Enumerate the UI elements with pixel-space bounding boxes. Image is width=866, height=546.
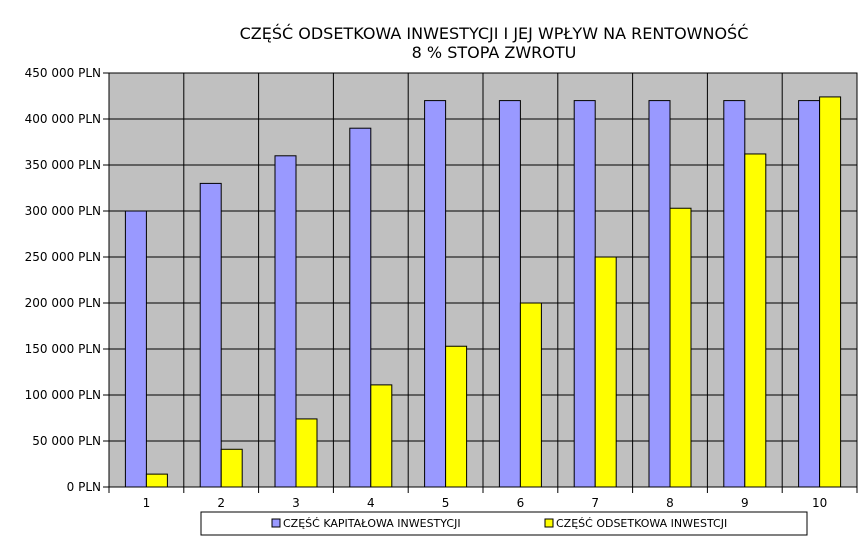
bar-odsetkowa — [145, 473, 168, 488]
x-tick-label: 9 — [741, 496, 749, 510]
y-tick-label: 200 000 PLN — [25, 296, 101, 310]
bar-odsetkowa — [744, 153, 767, 488]
plot-frame — [108, 72, 858, 488]
x-tick-label: 3 — [292, 496, 300, 510]
legend-label: CZĘŚĆ KAPITAŁOWA INWESTYCJI — [283, 517, 461, 530]
bar-kapitalowa — [199, 182, 222, 488]
x-tick-label: 5 — [442, 496, 450, 510]
bar-odsetkowa — [220, 448, 243, 488]
bar-kapitalowa — [498, 100, 521, 488]
bar-odsetkowa — [594, 256, 617, 488]
legend-swatch — [544, 518, 554, 528]
legend-box — [200, 511, 808, 536]
x-tick-label: 10 — [812, 496, 827, 510]
x-tick-label: 4 — [367, 496, 375, 510]
bar-odsetkowa — [370, 384, 393, 488]
y-tick-label: 300 000 PLN — [25, 204, 101, 218]
bar-kapitalowa — [124, 210, 147, 488]
y-tick-label: 450 000 PLN — [25, 66, 101, 80]
x-tick-label: 1 — [143, 496, 151, 510]
bar-kapitalowa — [274, 155, 297, 488]
bar-odsetkowa — [519, 302, 542, 488]
bar-kapitalowa — [723, 100, 746, 488]
y-tick-label: 350 000 PLN — [25, 158, 101, 172]
bar-kapitalowa — [349, 127, 372, 488]
bar-odsetkowa — [669, 207, 692, 488]
x-tick-label: 7 — [591, 496, 599, 510]
legend: CZĘŚĆ KAPITAŁOWA INWESTYCJI CZĘŚĆ ODSETKO… — [200, 511, 808, 536]
x-tick-label: 6 — [517, 496, 525, 510]
bar-kapitalowa — [648, 100, 671, 488]
bar-kapitalowa — [798, 100, 821, 488]
legend-label: CZĘŚĆ ODSETKOWA INWESTCJI — [556, 517, 727, 530]
y-tick-label: 150 000 PLN — [25, 342, 101, 356]
y-tick-label: 0 PLN — [67, 480, 101, 494]
bar-kapitalowa — [573, 100, 596, 488]
y-tick-label: 250 000 PLN — [25, 250, 101, 264]
legend-swatch — [271, 518, 281, 528]
plot-area: 0 PLN 50 000 PLN 100 000 PLN 150 000 PLN 200… — [25, 66, 858, 510]
x-tick-label: 8 — [666, 496, 674, 510]
y-tick-label: 100 000 PLN — [25, 388, 101, 402]
bar-odsetkowa — [819, 96, 842, 488]
bar-odsetkowa — [295, 418, 318, 488]
bar-odsetkowa — [445, 345, 468, 488]
x-tick-label: 2 — [217, 496, 225, 510]
y-tick-label: 400 000 PLN — [25, 112, 101, 126]
chart-subtitle: 8 % STOPA ZWROTU — [412, 43, 577, 62]
bar-kapitalowa — [424, 100, 447, 488]
chart-title: CZĘŚĆ ODSETKOWA INWESTYCJI I JEJ WPŁYW N… — [240, 24, 749, 43]
y-tick-label: 50 000 PLN — [32, 434, 101, 448]
